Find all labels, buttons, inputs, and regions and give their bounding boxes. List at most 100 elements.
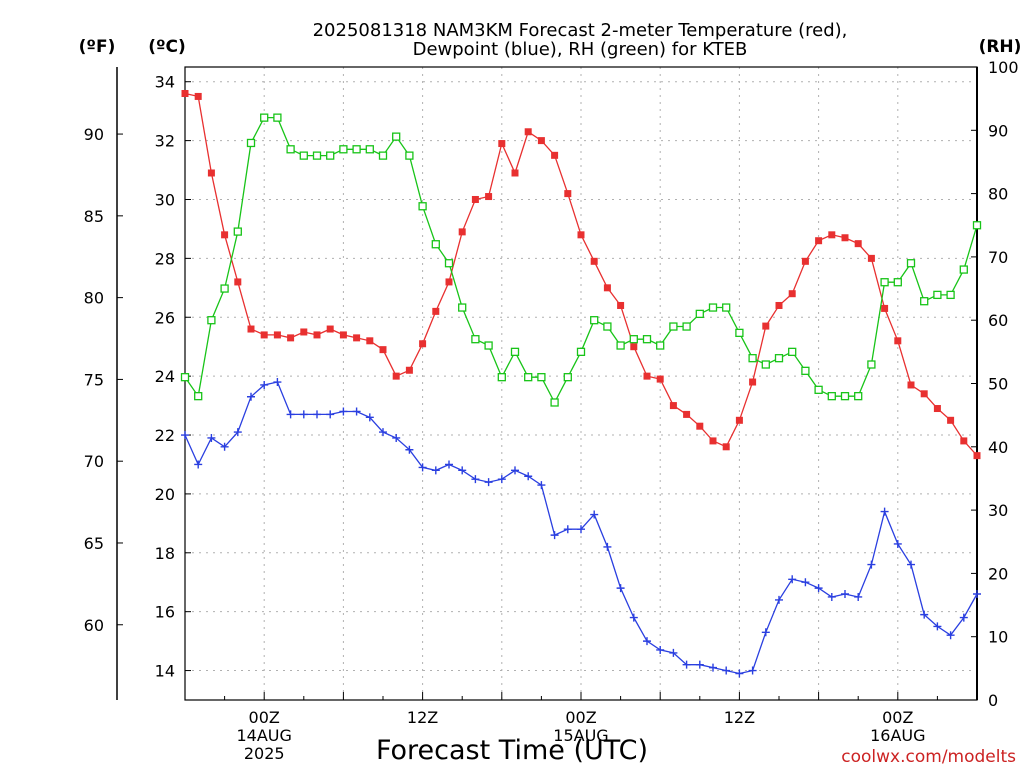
rh-point bbox=[392, 132, 401, 141]
temperature-point bbox=[669, 402, 677, 410]
rh-point bbox=[378, 151, 388, 160]
rh-point bbox=[801, 366, 810, 375]
rh-point bbox=[233, 227, 242, 236]
temperature-point bbox=[537, 137, 545, 145]
temperature-point bbox=[564, 190, 572, 198]
rh-tick-label: 70 bbox=[988, 248, 1008, 267]
rh-point bbox=[537, 373, 546, 382]
dewpoint-point bbox=[827, 592, 836, 601]
rh-point bbox=[920, 297, 929, 306]
temperature-point bbox=[749, 378, 757, 386]
dewpoint-point bbox=[788, 575, 797, 584]
dewpoint-point bbox=[326, 410, 335, 419]
temperature-point bbox=[207, 169, 215, 177]
temperature-point bbox=[221, 231, 229, 239]
dewpoint-point bbox=[247, 392, 255, 401]
dewpoint-point bbox=[537, 481, 546, 490]
rh-tick-label: 10 bbox=[988, 628, 1008, 647]
rh-point bbox=[458, 303, 467, 312]
x-tick-label: 12Z bbox=[407, 708, 438, 727]
dewpoint-point bbox=[273, 378, 282, 387]
rh-point bbox=[365, 145, 374, 154]
rh-point bbox=[695, 309, 704, 319]
dewpoint-point bbox=[735, 669, 744, 678]
rh-point bbox=[524, 373, 533, 382]
rh-point bbox=[207, 316, 216, 325]
rh-point bbox=[405, 151, 414, 160]
celsius-tick-label: 14 bbox=[155, 662, 175, 681]
chart-title-line2: Dewpoint (blue), RH (green) for KTEB bbox=[413, 39, 748, 60]
temperature-point bbox=[405, 366, 413, 374]
dewpoint-point bbox=[907, 560, 915, 569]
temperature-point bbox=[181, 89, 189, 97]
temperature-point bbox=[551, 151, 559, 159]
celsius-tick-label: 24 bbox=[155, 367, 175, 386]
credit-text: coolwx.com/modelts bbox=[841, 747, 1016, 767]
x-axis-label: Forecast Time (UTC) bbox=[376, 735, 648, 766]
dewpoint-point bbox=[299, 410, 308, 419]
dewpoint-point bbox=[458, 466, 467, 475]
rh-point bbox=[471, 335, 480, 344]
temperature-point bbox=[920, 390, 928, 398]
rh-point bbox=[286, 145, 295, 154]
rh-point bbox=[774, 354, 784, 363]
rh-tick-label: 40 bbox=[988, 438, 1008, 457]
rh-point bbox=[576, 347, 586, 357]
temperature-point bbox=[815, 237, 823, 245]
dewpoint-point bbox=[524, 472, 533, 481]
rh-point bbox=[484, 341, 493, 350]
fahrenheit-tick-label: 70 bbox=[84, 452, 104, 471]
temperature-point bbox=[339, 331, 347, 339]
dewpoint-point bbox=[365, 413, 374, 422]
temperature-point bbox=[392, 372, 400, 380]
dewpoint-point bbox=[695, 660, 704, 669]
rh-point bbox=[629, 335, 638, 344]
fahrenheit-unit-label: (ºF) bbox=[79, 37, 116, 57]
temperature-point bbox=[273, 331, 281, 339]
dewpoint-point bbox=[801, 578, 810, 587]
celsius-unit-label: (ºC) bbox=[148, 37, 186, 57]
x-tick-label: 00Z bbox=[249, 708, 280, 727]
dewpoint-point bbox=[484, 478, 493, 487]
rh-tick-label: 60 bbox=[988, 311, 1008, 330]
rh-point bbox=[682, 322, 691, 331]
temperature-point bbox=[643, 372, 651, 380]
celsius-tick-label: 22 bbox=[155, 426, 175, 445]
rh-point bbox=[418, 202, 427, 211]
temperature-point bbox=[326, 325, 334, 333]
rh-point bbox=[854, 392, 863, 401]
temperature-point bbox=[260, 331, 268, 339]
rh-point bbox=[563, 373, 572, 382]
temperature-point bbox=[828, 231, 836, 239]
axes: 14 16 18 20 22 24 26 28 30 32 34 60 65 70 75 80 85 90 0 10 2… bbox=[84, 58, 1019, 763]
dewpoint-point bbox=[814, 584, 823, 593]
rh-point bbox=[246, 138, 256, 148]
dewpoint-point bbox=[207, 433, 216, 442]
dewpoint-point bbox=[841, 590, 849, 599]
temperature-point bbox=[683, 410, 691, 418]
dewpoint-point bbox=[577, 525, 585, 534]
rh-tick-label: 20 bbox=[988, 564, 1008, 583]
dewpoint-point bbox=[511, 466, 519, 475]
dewpoint-point bbox=[920, 610, 929, 619]
rh-point bbox=[194, 392, 203, 401]
temperature-point bbox=[379, 346, 387, 354]
rh-tick-label: 30 bbox=[988, 501, 1008, 520]
rh-point bbox=[616, 341, 625, 350]
dewpoint-point bbox=[339, 407, 348, 416]
celsius-tick-label: 30 bbox=[155, 190, 175, 209]
rh-point bbox=[959, 265, 968, 274]
x-tick-label: 14AUG bbox=[236, 726, 291, 745]
rh-point bbox=[326, 151, 335, 160]
rh-point bbox=[510, 347, 520, 357]
temperature-point bbox=[524, 128, 532, 136]
temperature-point bbox=[471, 195, 479, 203]
temperature-point bbox=[300, 328, 308, 336]
temperature-point bbox=[577, 231, 585, 239]
temperature-point bbox=[696, 422, 704, 430]
dewpoint-point bbox=[497, 475, 506, 484]
rh-series-line bbox=[184, 116, 978, 404]
dewpoint-point bbox=[973, 590, 981, 599]
temperature-point bbox=[907, 381, 915, 389]
rh-point bbox=[840, 392, 850, 401]
